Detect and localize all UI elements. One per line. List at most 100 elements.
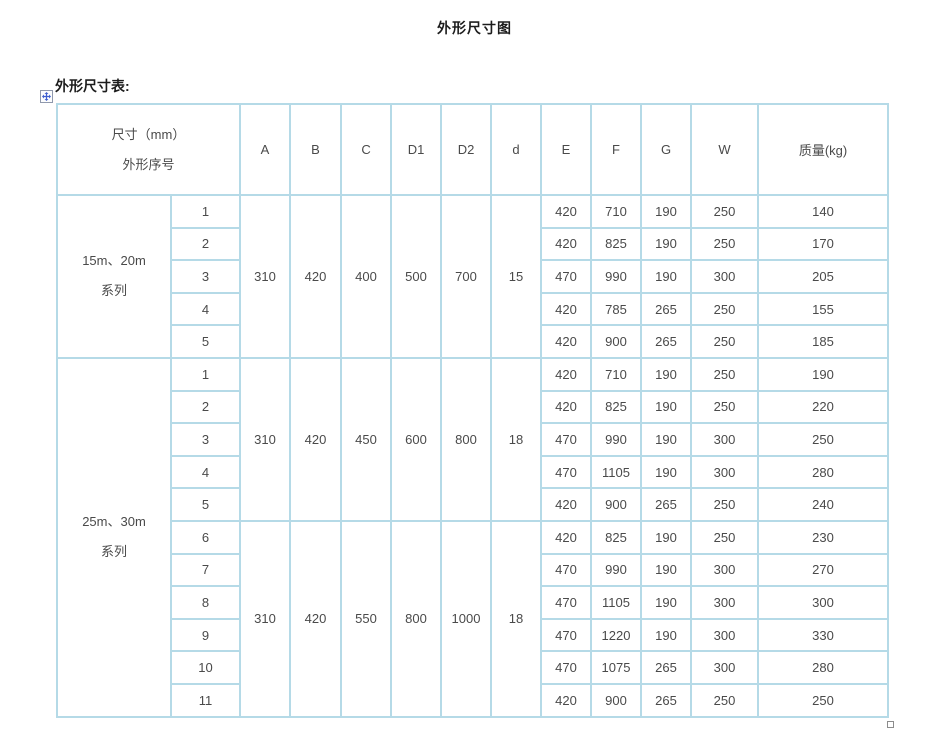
table-body: 尺寸（mm） 外形序号 A B C D1 D2 d E F G W 质量(kg) 15m、20m 系列…	[55, 103, 890, 718]
dim-cell-g: 265	[640, 324, 693, 359]
dim-cell-f: 990	[590, 422, 643, 457]
dim-cell-w: 250	[690, 194, 760, 229]
dim-cell-f: 785	[590, 291, 643, 327]
dim-cell-g: 190	[640, 585, 693, 620]
dim-cell-e: 420	[540, 194, 593, 229]
series-label: 25m、30m 系列	[56, 356, 172, 718]
dim-cell-w: 300	[690, 454, 760, 490]
dim-cell-e: 420	[540, 519, 593, 555]
table-row: 3 470 990 190 300 250	[57, 422, 890, 457]
dim-cell-g: 190	[640, 259, 693, 294]
table-row: 3 470 990 190 300 205	[57, 259, 890, 294]
serial-number-cell: 9	[169, 617, 242, 653]
series-label-line: 系列	[100, 283, 127, 299]
serial-number-cell: 5	[169, 487, 242, 522]
serial-number-cell: 3	[169, 422, 242, 457]
table-row: 4 470 1105 190 300 280	[57, 454, 890, 490]
serial-number-cell: 11	[169, 682, 242, 718]
serial-number-cell: 8	[169, 585, 242, 620]
table-row: 10 470 1075 265 300 280	[57, 650, 890, 685]
dim-cell-f: 825	[590, 226, 643, 262]
dim-cell-g: 265	[640, 291, 693, 327]
series-label-line: 系列	[100, 544, 127, 560]
dim-cell-g: 190	[640, 617, 693, 653]
corner-dim-label: 尺寸（mm）	[111, 126, 186, 142]
dim-cell-g: 265	[640, 487, 693, 522]
table-row: 15m、20m 系列 1 310 420 400 500 700 15 420 710 190 250 1…	[56, 194, 890, 359]
dim-cell-e: 470	[540, 422, 593, 457]
dim-cell-e: 420	[540, 291, 593, 327]
dim-cell-g: 190	[640, 194, 693, 229]
column-header-d: d	[490, 103, 543, 196]
table-move-handle-icon[interactable]	[40, 90, 53, 103]
dim-cell-f: 825	[590, 519, 643, 555]
mass-cell: 250	[757, 422, 890, 457]
dim-cell-f: 1105	[590, 585, 643, 620]
header-row: 尺寸（mm） 外形序号 A B C D1 D2 d E F G W 质量(kg)	[55, 103, 890, 196]
mass-cell: 280	[757, 650, 890, 685]
mass-cell: 220	[757, 389, 890, 425]
mass-cell: 250	[757, 682, 890, 718]
table-row: 8 470 1105 190 300 300	[57, 585, 890, 620]
dim-cell-f: 900	[590, 324, 643, 359]
dim-cell-g: 190	[640, 226, 693, 262]
shared-dim-cell-a: 310	[239, 194, 292, 359]
serial-number-cell: 1	[169, 356, 242, 392]
dim-cell-g: 190	[640, 356, 693, 392]
shared-dim-cell-d1: 800	[390, 519, 443, 718]
serial-number-cell: 10	[169, 650, 242, 685]
shared-dim-cell-a: 310	[239, 519, 292, 718]
mass-cell: 205	[757, 259, 890, 294]
four-way-arrow-icon	[42, 92, 51, 101]
dim-cell-g: 190	[640, 454, 693, 490]
dim-cell-e: 420	[540, 487, 593, 522]
serial-number-cell: 2	[169, 389, 242, 425]
table-row: 2 420 825 190 250 170	[57, 226, 890, 262]
dim-cell-g: 265	[640, 682, 693, 718]
column-header-a: A	[239, 103, 292, 196]
shared-dim-cell-d: 18	[490, 356, 543, 522]
dim-cell-w: 300	[690, 585, 760, 620]
shared-dim-cell-d: 15	[490, 194, 543, 359]
dim-cell-e: 470	[540, 552, 593, 588]
shared-dim-cell-d1: 600	[390, 356, 443, 522]
mass-cell: 185	[757, 324, 890, 359]
dim-cell-e: 470	[540, 259, 593, 294]
dim-cell-g: 190	[640, 422, 693, 457]
dim-cell-w: 300	[690, 617, 760, 653]
serial-number-cell: 7	[169, 552, 242, 588]
page-title: 外形尺寸图	[437, 20, 512, 36]
dim-cell-f: 1075	[590, 650, 643, 685]
table-row: 7 470 990 190 300 270	[57, 552, 890, 588]
dim-cell-g: 190	[640, 552, 693, 588]
mass-cell: 240	[757, 487, 890, 522]
column-header-g: G	[640, 103, 693, 196]
shared-dim-cell-a: 310	[239, 356, 292, 522]
table-caption: 外形尺寸表:	[55, 78, 130, 94]
dim-cell-e: 470	[540, 617, 593, 653]
dim-cell-e: 470	[540, 454, 593, 490]
shared-dim-cell-c: 400	[340, 194, 393, 359]
shared-dim-cell-c: 550	[340, 519, 393, 718]
shared-dim-cell-b: 420	[289, 194, 343, 359]
table-row: 5 420 900 265 250 185	[57, 324, 890, 359]
dim-cell-g: 265	[640, 650, 693, 685]
shared-dim-cell-d2: 800	[440, 356, 493, 522]
table-resize-handle[interactable]	[887, 721, 894, 728]
column-header-e: E	[540, 103, 593, 196]
table-row: 2 420 825 190 250 220	[57, 389, 890, 425]
shared-dim-cell-c: 450	[340, 356, 393, 522]
shared-dim-cell-d2: 1000	[440, 519, 493, 718]
dim-cell-e: 470	[540, 650, 593, 685]
dim-cell-f: 900	[590, 487, 643, 522]
dim-cell-e: 420	[540, 389, 593, 425]
mass-cell: 230	[757, 519, 890, 555]
corner-serial-label: 外形序号	[122, 156, 175, 172]
dim-cell-w: 250	[690, 487, 760, 522]
mass-cell: 170	[757, 226, 890, 262]
series-label-line: 25m、30m	[82, 514, 146, 530]
dim-cell-w: 250	[690, 682, 760, 718]
dim-cell-f: 710	[590, 356, 643, 392]
dim-cell-f: 900	[590, 682, 643, 718]
